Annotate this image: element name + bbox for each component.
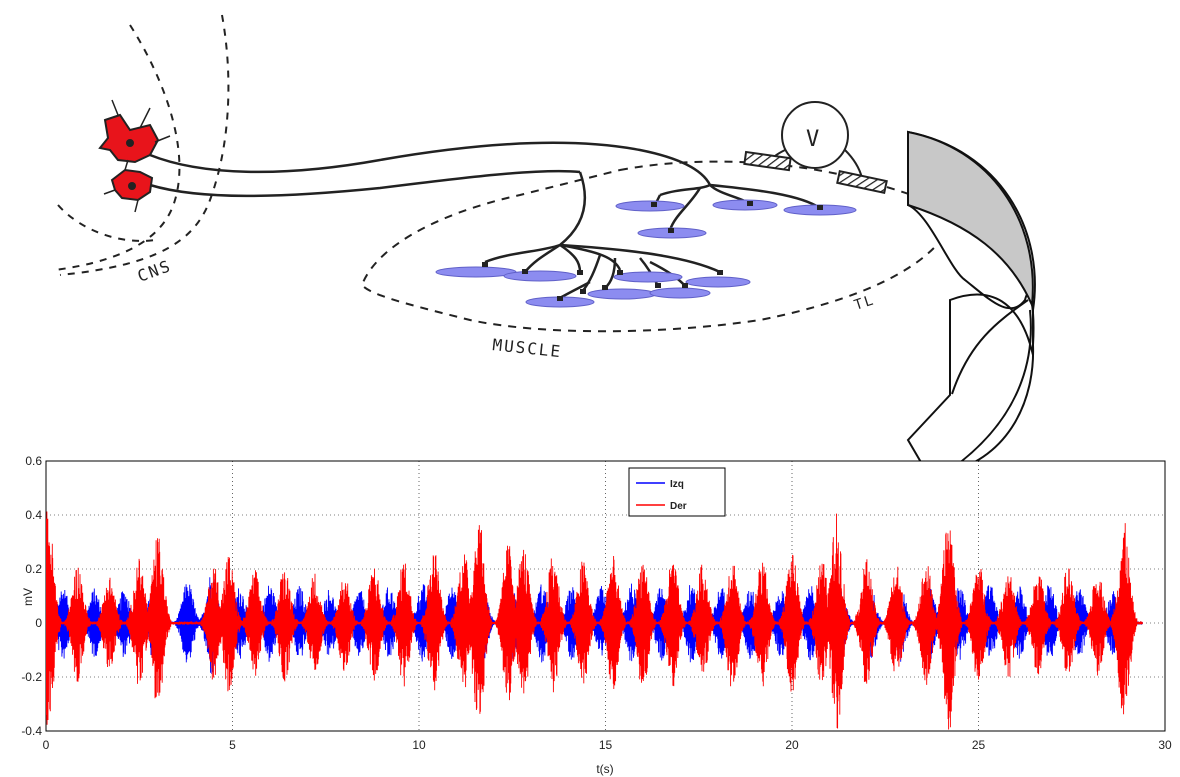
y-tick-label: -0.2	[21, 670, 42, 684]
x-tick-label: 0	[43, 738, 50, 752]
legend-label-izq: Izq	[670, 479, 684, 490]
label-tl: TL	[852, 292, 877, 314]
emg-chart: 0 5 10 15 20 25 30 -0.4-0.200.20.40.6 t(s) mV …	[21, 454, 1172, 776]
muscle-fibers	[435, 199, 857, 308]
x-ticks: 0 5 10 15 20 25 30	[43, 738, 1172, 752]
legend-label-der: Der	[670, 501, 687, 512]
electrode-left	[743, 150, 792, 172]
series-line-der	[46, 511, 1143, 730]
neuron-upper	[98, 113, 160, 164]
x-tick-label: 25	[972, 738, 986, 752]
neuromuscular-diagram	[54, 14, 950, 333]
neuron-cells	[98, 99, 171, 213]
x-tick-label: 10	[412, 738, 426, 752]
y-tick-label: -0.4	[21, 724, 42, 738]
y-tick-label: 0	[35, 616, 42, 630]
electrode-right	[836, 169, 888, 195]
cns-boundary	[54, 14, 230, 276]
x-axis-label: t(s)	[596, 762, 613, 776]
x-tick-label: 15	[599, 738, 613, 752]
voltmeter	[743, 101, 888, 195]
legend: Izq Der	[628, 467, 726, 517]
y-tick-label: 0.2	[25, 562, 42, 576]
signal-traces	[46, 511, 1143, 730]
y-ticks: -0.4 -0.2 0 0.2 0.4 0.6	[21, 454, 42, 738]
x-tick-label: 5	[229, 738, 236, 752]
label-muscle: MUSCLE	[492, 335, 563, 361]
x-tick-label: 30	[1158, 738, 1172, 752]
label-voltmeter: V	[806, 127, 821, 152]
y-tick-label: 0.6	[25, 454, 42, 468]
x-tick-label: 20	[785, 738, 799, 752]
y-tick-label: 0.4	[25, 508, 42, 522]
y-axis-label: mV	[21, 588, 35, 606]
